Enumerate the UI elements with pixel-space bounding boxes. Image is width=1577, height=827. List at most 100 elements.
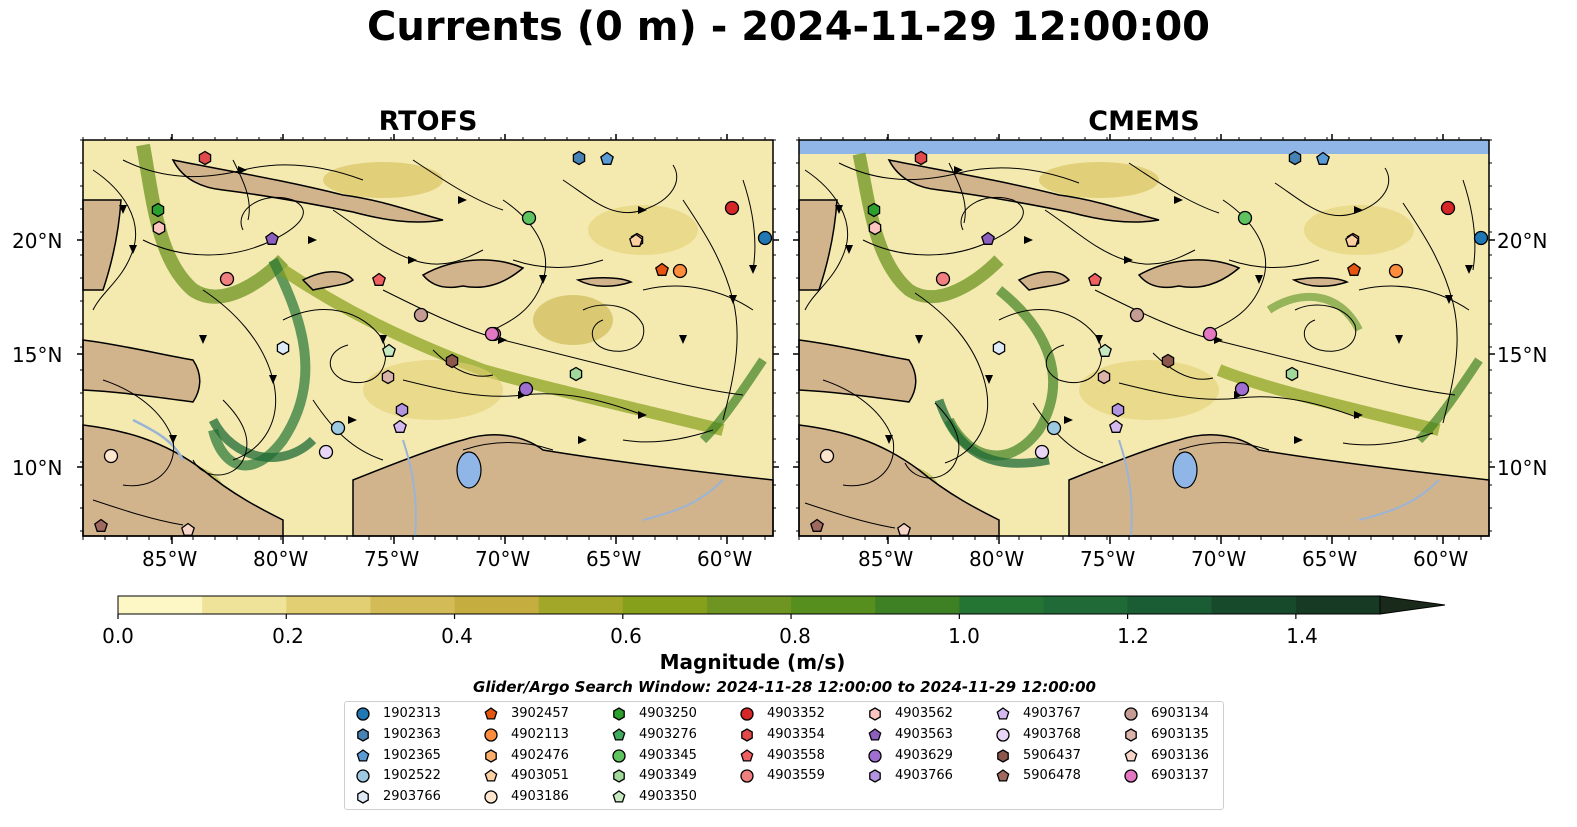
circle-marker-icon [740,707,754,721]
float-marker-4903349[interactable] [1285,366,1299,382]
search-window-text: Glider/Argo Search Window: 2024-11-28 12… [473,678,1096,696]
map-panel-cmems[interactable] [793,134,1495,544]
float-marker-4903354[interactable] [914,150,928,166]
float-marker-6903137[interactable] [484,326,500,342]
float-marker-4903766[interactable] [1111,402,1125,418]
float-marker-4903768[interactable] [1034,444,1050,460]
streamline [1152,352,1214,380]
legend-label: 3902457 [511,706,569,721]
float-marker-4902113[interactable] [1388,263,1404,279]
float-marker-4903563[interactable] [265,231,279,245]
colorbar-segment [1295,596,1381,614]
float-marker-1902365[interactable] [600,151,614,165]
float-marker-4903767[interactable] [393,419,407,433]
float-marker-4903345[interactable] [1237,210,1253,226]
float-marker-5906478[interactable] [810,518,824,532]
colorbar-segment [1211,596,1297,614]
float-marker-1902363[interactable] [572,150,586,166]
flow-arrow [749,265,757,274]
pentagon-marker-icon [612,727,626,741]
float-marker-4903350[interactable] [1098,343,1112,357]
float-marker-4903051[interactable] [1345,233,1359,247]
float-marker-4903562[interactable] [152,220,166,236]
flow-arrow [954,166,963,174]
river [642,479,724,521]
float-marker-4903051[interactable] [629,233,643,247]
float-marker-4903766[interactable] [395,402,409,418]
float-marker-1902363[interactable] [1288,150,1302,166]
colorbar-tick-label: 0.8 [779,624,811,648]
flow-arrow [985,375,993,384]
colorbar-segment [791,596,876,614]
streamline [1032,402,1104,464]
colorbar-segment [286,596,371,614]
float-marker-4903350[interactable] [382,343,396,357]
streamline [512,259,604,268]
float-marker-5906437[interactable] [1161,353,1175,369]
lon-label: 85°W [858,547,914,571]
flow-arrow [458,196,467,204]
flow-arrow [1214,336,1223,344]
float-marker-4903629[interactable] [518,381,534,397]
streamline [1228,259,1320,268]
float-marker-4903250[interactable] [151,202,165,218]
colorbar-segment [370,596,456,614]
colorbar-extend-arrow [1379,595,1446,615]
float-marker-6903135[interactable] [1097,369,1111,385]
map-panel-rtofs[interactable] [77,134,779,544]
colorbar-segment [454,596,540,614]
float-markers[interactable] [810,150,1489,536]
float-marker-6903137[interactable] [1202,326,1218,342]
float-marker-4903629[interactable] [1234,381,1250,397]
pentagon-marker-icon [484,769,498,782]
float-marker-1902365[interactable] [1316,151,1330,165]
float-marker-4903186[interactable] [819,448,835,464]
float-marker-4903352[interactable] [1440,200,1456,216]
float-marker-4903563[interactable] [981,231,995,245]
lon-label: 75°W [1080,547,1136,571]
float-marker-4903559[interactable] [935,271,951,287]
float-marker-6903134[interactable] [413,307,429,323]
float-marker-4903349[interactable] [569,366,583,382]
float-marker-1902522[interactable] [1046,420,1062,436]
circle-marker-icon [356,769,370,784]
hexagon-marker-icon [869,707,881,721]
flow-arrow [1354,206,1363,214]
flow-arrow [498,336,507,344]
flow-arrow [1064,416,1073,424]
pentagon-marker-icon [868,727,882,741]
float-marker-1902313[interactable] [1473,230,1489,246]
flow-arrow [1174,196,1183,204]
float-marker-4903559[interactable] [219,271,235,287]
float-marker-4903186[interactable] [103,448,119,464]
float-marker-4902113[interactable] [672,263,688,279]
float-markers[interactable] [94,150,773,536]
float-marker-4903250[interactable] [867,202,881,218]
float-marker-6903134[interactable] [1129,307,1145,323]
legend-label: 4903349 [639,768,697,784]
float-marker-4903558[interactable] [372,272,386,286]
float-marker-4903352[interactable] [724,200,740,216]
float-marker-6903135[interactable] [381,369,395,385]
float-marker-3902457[interactable] [655,262,669,276]
float-marker-4903768[interactable] [318,444,334,460]
float-marker-1902313[interactable] [757,230,773,246]
float-marker-4903345[interactable] [521,210,537,226]
float-marker-3902457[interactable] [1347,262,1361,276]
river [1358,479,1440,521]
float-marker-2903766[interactable] [276,340,290,356]
float-marker-1902522[interactable] [330,420,346,436]
float-marker-4903354[interactable] [198,150,212,166]
legend-label: 4903345 [639,747,697,763]
streamline [232,159,250,221]
land [798,158,1490,537]
float-marker-4903562[interactable] [868,220,882,236]
float-marker-4903558[interactable] [1088,272,1102,286]
float-marker-5906478[interactable] [94,518,108,532]
float-marker-2903766[interactable] [992,340,1006,356]
lat-label: 10°N [1497,456,1548,480]
lon-label: 70°W [475,547,531,571]
float-marker-5906437[interactable] [445,353,459,369]
float-marker-4903767[interactable] [1109,419,1123,433]
colorbar-frame [117,595,1381,615]
